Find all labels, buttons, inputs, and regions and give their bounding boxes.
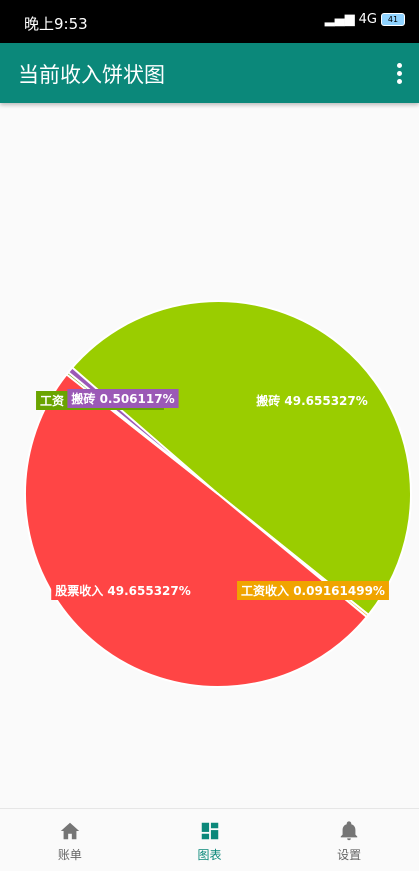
slice-label-text: 搬砖 49.655327%	[256, 393, 368, 408]
slice-label: 工资收入 0.09161499%	[237, 581, 389, 600]
battery-icon: 41	[381, 13, 405, 26]
nav-label-charts: 图表	[197, 848, 222, 862]
dashboard-icon	[201, 822, 218, 840]
app-bar: 当前收入饼状图	[0, 43, 419, 103]
bell-icon	[340, 821, 358, 841]
slice-label-bg	[67, 389, 179, 408]
slice-label: 股票收入 49.655327%	[51, 581, 195, 600]
network-label: 4G	[358, 12, 377, 27]
status-time: 晚上9:53	[24, 15, 88, 33]
signal-icon: ▂▄▆	[324, 12, 355, 27]
page-title: 当前收入饼状图	[18, 63, 165, 87]
nav-item-bills[interactable]: 账单	[0, 809, 140, 871]
slice-label-bg	[252, 391, 372, 410]
status-bar: 晚上9:53 ▂▄▆ 4G 41	[0, 0, 419, 43]
slice-label: 搬砖 0.506117%	[67, 389, 179, 408]
nav-label-bills: 账单	[57, 848, 82, 862]
slice-label-text: 搬砖 0.506117%	[71, 391, 174, 406]
slice-label-text: 股票收入 49.655327%	[55, 583, 191, 598]
nav-item-charts[interactable]: 图表	[140, 809, 280, 871]
status-icons: ▂▄▆ 4G 41	[325, 12, 405, 27]
slice-label-bg	[51, 581, 195, 600]
pie-svg: 搬砖 49.655327% 工资收入 0.09161499% 股票收入 49.655…	[24, 300, 412, 689]
pie-slice[interactable]	[24, 372, 369, 689]
pie-chart[interactable]: 搬砖 49.655327% 工资收入 0.09161499% 股票收入 49.655…	[0, 103, 419, 808]
more-vert-icon[interactable]	[397, 63, 403, 84]
home-icon	[60, 822, 79, 840]
nav-item-settings[interactable]: 设置	[279, 809, 419, 871]
slice-label-bg	[237, 581, 389, 600]
slice-label-text: 工资收入 0.09161499%	[241, 583, 385, 598]
slice-label: 搬砖 49.655327%	[252, 391, 372, 410]
bottom-nav: 账单 图表 设置	[0, 808, 419, 871]
nav-label-settings: 设置	[337, 848, 362, 862]
pie-slice[interactable]	[68, 300, 412, 617]
